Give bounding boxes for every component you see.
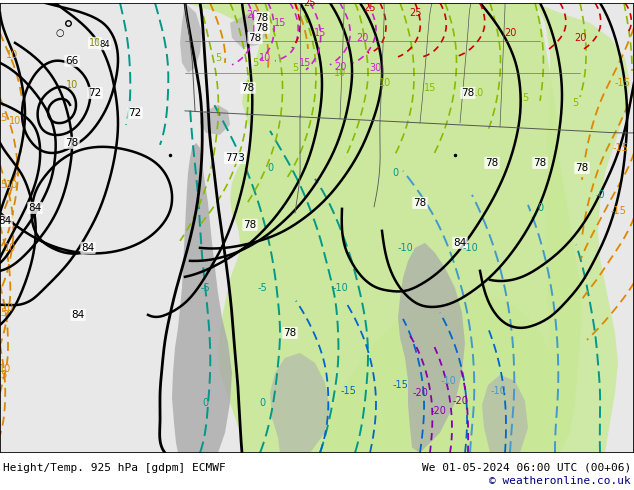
Text: 78: 78 [243,220,257,230]
Text: -10: -10 [440,376,456,386]
Polygon shape [185,3,582,453]
Text: 25: 25 [304,0,316,8]
Text: 10: 10 [66,80,78,90]
Polygon shape [270,353,330,453]
Text: 84: 84 [100,40,110,49]
Text: 72: 72 [128,108,141,118]
Text: 84: 84 [81,243,94,253]
Text: 10: 10 [4,243,16,253]
Text: 5: 5 [215,53,221,63]
Text: 5: 5 [522,93,528,103]
Polygon shape [398,243,465,453]
Text: 5: 5 [252,58,258,68]
Text: 0: 0 [267,163,273,173]
Text: 78: 78 [256,13,269,23]
Polygon shape [482,375,528,453]
Polygon shape [180,3,202,73]
Text: 78: 78 [65,138,79,148]
Text: -15: -15 [612,143,628,153]
Text: 25: 25 [364,3,376,13]
Text: 15: 15 [0,370,8,380]
Text: 0: 0 [392,168,398,178]
Text: 10: 10 [89,38,101,48]
Text: 10: 10 [0,364,11,374]
Text: 20: 20 [574,33,586,43]
Text: 84: 84 [29,203,42,213]
Text: 10: 10 [334,68,346,78]
Text: 78: 78 [283,328,297,338]
Polygon shape [172,143,232,453]
Text: -10: -10 [490,386,506,396]
Text: 0: 0 [537,203,543,213]
Text: 0: 0 [259,398,265,408]
Polygon shape [230,13,268,48]
Text: 10: 10 [472,88,484,98]
Text: -15: -15 [610,206,626,216]
Text: -20: -20 [412,388,428,398]
Text: 0: 0 [202,398,208,408]
Text: 20: 20 [504,28,516,38]
Text: 15: 15 [274,18,286,28]
Text: -15: -15 [392,380,408,390]
Text: ○: ○ [56,28,64,38]
Text: 20: 20 [334,62,346,72]
Text: 78: 78 [462,88,475,98]
Text: 5: 5 [292,63,298,73]
Text: -15: -15 [614,78,630,88]
Text: 66: 66 [65,56,79,66]
Text: Height/Temp. 925 hPa [gdpm] ECMWF: Height/Temp. 925 hPa [gdpm] ECMWF [3,463,226,473]
Text: -0: -0 [595,190,605,200]
Text: 78: 78 [486,158,498,168]
Text: 78: 78 [242,83,255,93]
Text: -15: -15 [340,386,356,396]
Text: 15: 15 [0,180,8,190]
Text: 15: 15 [0,308,8,318]
Text: -10: -10 [462,243,478,253]
Text: 78: 78 [413,198,427,208]
Text: -5: -5 [200,283,210,293]
Text: 15: 15 [299,58,311,68]
Text: 10: 10 [6,180,18,190]
Text: We 01-05-2024 06:00 UTC (00+06): We 01-05-2024 06:00 UTC (00+06) [422,463,631,473]
Text: -5: -5 [257,283,267,293]
Text: 78: 78 [576,163,588,173]
Text: -10: -10 [397,243,413,253]
Text: 10: 10 [2,303,14,313]
Text: 78: 78 [249,33,262,43]
Text: 5: 5 [572,98,578,108]
Text: -10: -10 [332,283,348,293]
Text: 10: 10 [259,53,271,63]
Text: 15: 15 [0,113,8,123]
Text: 78: 78 [256,23,269,33]
Text: 20: 20 [356,33,368,43]
Text: 72: 72 [88,88,101,98]
Text: 84: 84 [453,238,467,248]
Text: 10: 10 [379,78,391,88]
Text: 15: 15 [424,83,436,93]
Text: 78: 78 [533,158,547,168]
Text: 773: 773 [225,153,245,163]
Text: 84: 84 [0,216,11,226]
Text: 25: 25 [409,8,421,18]
Text: 10: 10 [6,50,18,60]
Text: -20: -20 [430,406,446,416]
Polygon shape [242,293,560,453]
Text: 10: 10 [9,116,21,126]
Polygon shape [200,105,230,135]
Polygon shape [535,3,630,453]
Text: 30: 30 [369,63,381,73]
Text: 20: 20 [246,10,258,20]
Text: 84: 84 [72,310,84,320]
Text: © weatheronline.co.uk: © weatheronline.co.uk [489,476,631,486]
Text: -20: -20 [452,396,468,406]
Text: 15: 15 [314,28,326,38]
